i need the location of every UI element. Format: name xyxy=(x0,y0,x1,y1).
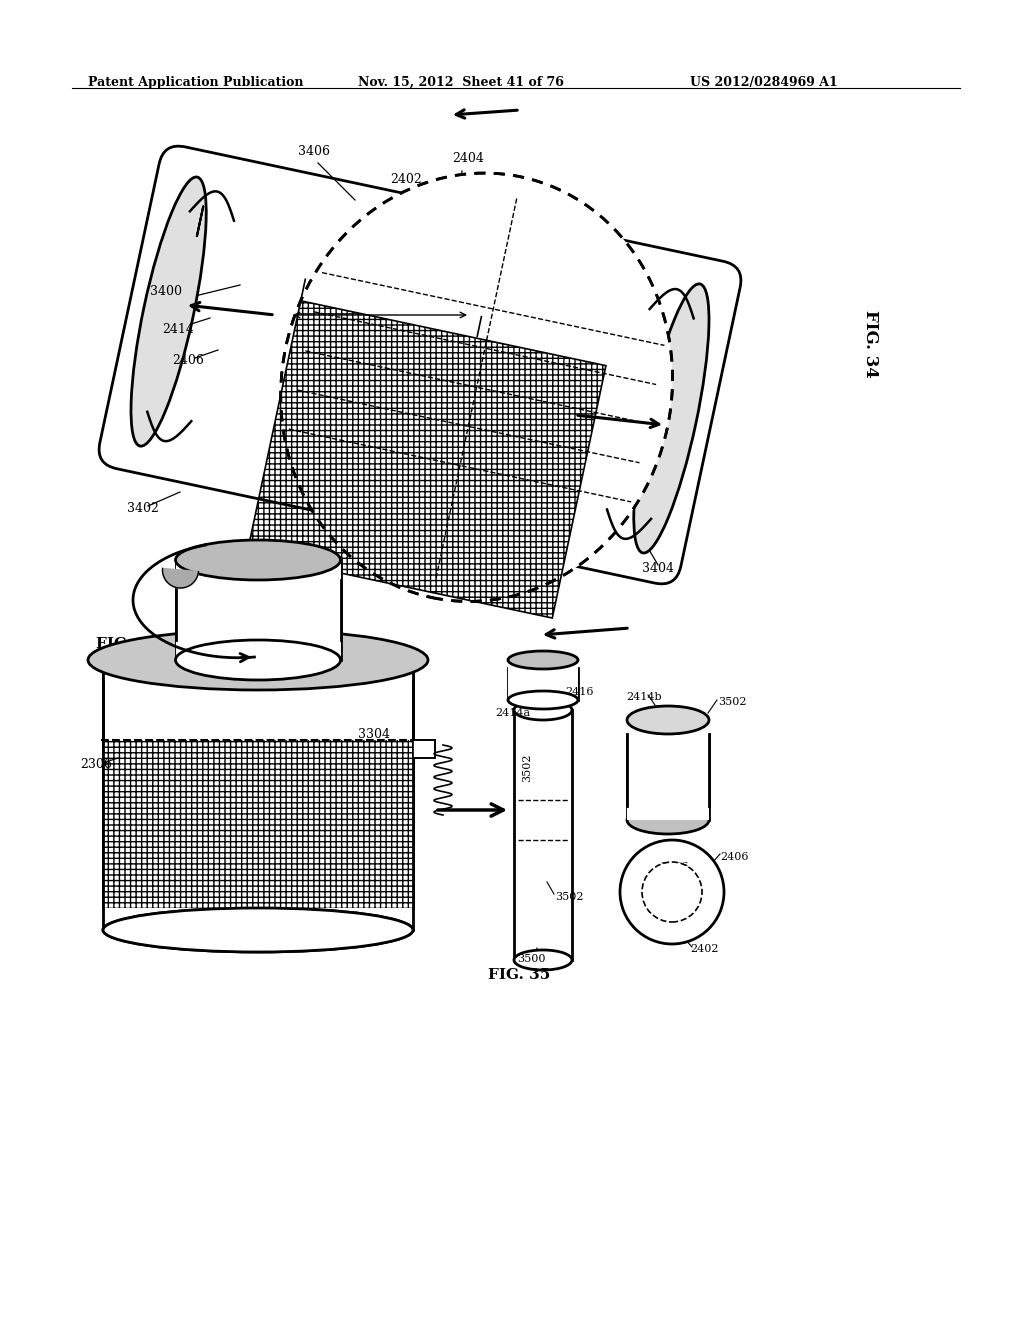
Ellipse shape xyxy=(103,638,413,682)
Text: 2414a: 2414a xyxy=(495,708,530,718)
Ellipse shape xyxy=(88,630,428,690)
Text: 2306: 2306 xyxy=(80,758,112,771)
Text: 2402: 2402 xyxy=(390,173,422,186)
Text: 2302: 2302 xyxy=(106,649,138,663)
Text: 2416: 2416 xyxy=(565,686,594,697)
Ellipse shape xyxy=(514,950,572,970)
Ellipse shape xyxy=(627,807,709,834)
Ellipse shape xyxy=(175,640,341,680)
Bar xyxy=(103,660,413,741)
Text: 3500: 3500 xyxy=(517,954,546,964)
Text: Nov. 15, 2012  Sheet 41 of 76: Nov. 15, 2012 Sheet 41 of 76 xyxy=(358,77,564,88)
Text: Patent Application Publication: Patent Application Publication xyxy=(88,77,303,88)
Text: 3400: 3400 xyxy=(150,285,182,298)
Ellipse shape xyxy=(281,173,673,602)
FancyBboxPatch shape xyxy=(99,147,741,583)
Polygon shape xyxy=(163,569,199,587)
Text: 3402: 3402 xyxy=(127,502,159,515)
Ellipse shape xyxy=(508,690,578,709)
Bar xyxy=(247,301,606,618)
Ellipse shape xyxy=(642,862,702,921)
Text: 2406: 2406 xyxy=(720,851,749,862)
Text: FIG. 33: FIG. 33 xyxy=(96,638,159,651)
Ellipse shape xyxy=(175,540,341,579)
Text: 3304: 3304 xyxy=(358,729,390,741)
Text: 2414: 2414 xyxy=(162,323,194,337)
Text: 3404: 3404 xyxy=(642,562,674,576)
Text: 2402: 2402 xyxy=(690,944,719,954)
Text: FIG. 35: FIG. 35 xyxy=(488,968,550,982)
Ellipse shape xyxy=(514,700,572,719)
Text: FIG. 34: FIG. 34 xyxy=(862,310,879,378)
Text: 2404: 2404 xyxy=(452,152,484,165)
Bar xyxy=(508,660,578,700)
Bar xyxy=(627,719,709,820)
Text: 3502: 3502 xyxy=(522,754,532,781)
Text: 3306: 3306 xyxy=(330,649,362,663)
Bar xyxy=(103,682,413,908)
Text: 3406: 3406 xyxy=(298,145,330,158)
Ellipse shape xyxy=(634,284,709,553)
Ellipse shape xyxy=(131,177,206,446)
Text: 3502: 3502 xyxy=(718,697,746,708)
Bar xyxy=(175,560,341,660)
Text: 2414b: 2414b xyxy=(626,692,662,702)
Text: 2406: 2406 xyxy=(660,862,688,873)
Bar xyxy=(413,741,435,758)
Ellipse shape xyxy=(103,638,413,682)
Ellipse shape xyxy=(620,840,724,944)
Ellipse shape xyxy=(103,908,413,952)
Text: 3302: 3302 xyxy=(210,939,242,950)
Ellipse shape xyxy=(103,908,413,952)
Text: 3502: 3502 xyxy=(555,892,584,902)
Ellipse shape xyxy=(508,651,578,669)
Text: US 2012/0284969 A1: US 2012/0284969 A1 xyxy=(690,77,838,88)
Text: 2406: 2406 xyxy=(172,354,204,367)
Ellipse shape xyxy=(627,706,709,734)
